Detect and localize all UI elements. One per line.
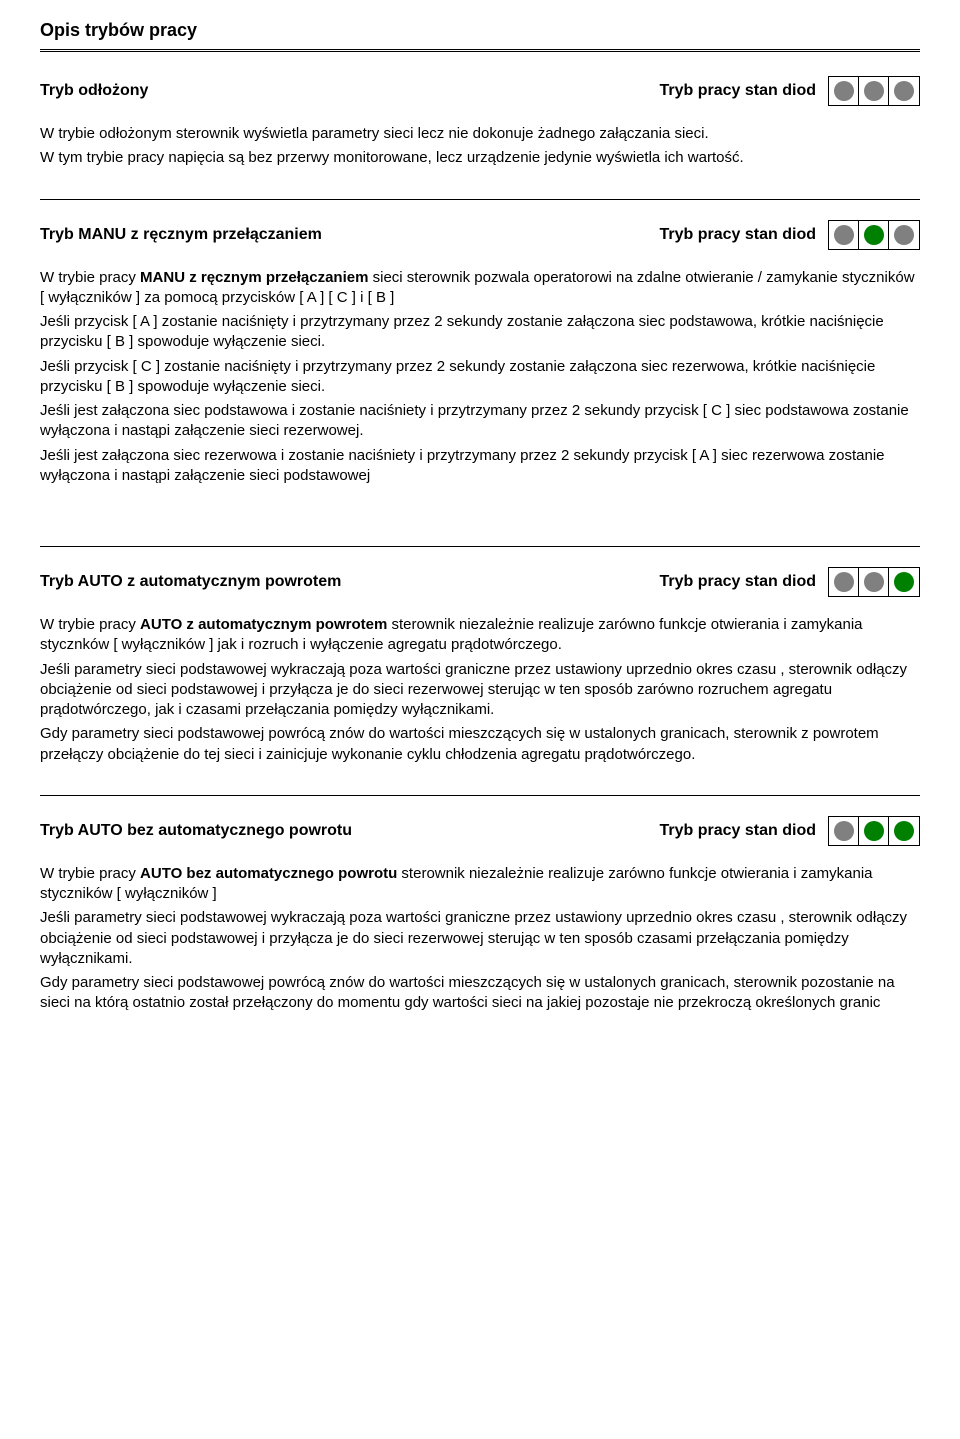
section-title: Tryb AUTO z automatycznym powrotem: [40, 573, 341, 591]
led-indicator-box: [828, 816, 920, 846]
led-2: [859, 221, 889, 249]
paragraph: W trybie pracy AUTO bez automatycznego p…: [40, 864, 920, 905]
led-1: [829, 221, 859, 249]
led-2: [859, 568, 889, 596]
section-title: Tryb odłożony: [40, 82, 148, 100]
bold-text: AUTO z automatycznym powrotem: [140, 616, 387, 633]
section-header: Tryb AUTO z automatycznym powrotem Tryb …: [40, 567, 920, 597]
led-indicator-box: [828, 76, 920, 106]
paragraph: Gdy parametry sieci podstawowej powrócą …: [40, 724, 920, 765]
status-label: Tryb pracy stan diod: [660, 82, 816, 100]
status-group: Tryb pracy stan diod: [660, 816, 920, 846]
section-tryb-auto-powrot: Tryb AUTO z automatycznym powrotem Tryb …: [40, 567, 920, 765]
title-divider: [40, 49, 920, 52]
led-1: [829, 568, 859, 596]
section-header: Tryb AUTO bez automatycznego powrotu Try…: [40, 816, 920, 846]
led-circle: [864, 572, 884, 592]
led-3: [889, 77, 919, 105]
paragraph: Jeśli jest załączona siec rezerwowa i zo…: [40, 446, 920, 487]
led-3: [889, 568, 919, 596]
led-circle: [834, 225, 854, 245]
paragraph: W tym trybie pracy napięcia są bez przer…: [40, 148, 920, 168]
led-circle: [864, 81, 884, 101]
led-indicator-box: [828, 220, 920, 250]
section-tryb-manu: Tryb MANU z ręcznym przełączaniem Tryb p…: [40, 220, 920, 487]
paragraph: Jeśli jest załączona siec podstawowa i z…: [40, 401, 920, 442]
paragraph: Jeśli przycisk [ A ] zostanie naciśnięty…: [40, 312, 920, 353]
led-circle: [834, 572, 854, 592]
led-circle: [894, 225, 914, 245]
led-circle: [894, 821, 914, 841]
page-title: Opis trybów pracy: [40, 20, 920, 41]
section-tryb-odlozony: Tryb odłożony Tryb pracy stan diod W try…: [40, 76, 920, 169]
section-title: Tryb MANU z ręcznym przełączaniem: [40, 226, 322, 244]
paragraph: W trybie pracy MANU z ręcznym przełączan…: [40, 268, 920, 309]
status-label: Tryb pracy stan diod: [660, 226, 816, 244]
led-3: [889, 817, 919, 845]
status-group: Tryb pracy stan diod: [660, 76, 920, 106]
section-header: Tryb odłożony Tryb pracy stan diod: [40, 76, 920, 106]
paragraph: Jeśli parametry sieci podstawowej wykrac…: [40, 908, 920, 969]
section-tryb-auto-bez-powrotu: Tryb AUTO bez automatycznego powrotu Try…: [40, 816, 920, 1014]
led-circle: [894, 572, 914, 592]
section-divider: [40, 199, 920, 200]
paragraph: Jeśli parametry sieci podstawowej wykrac…: [40, 660, 920, 721]
bold-text: MANU z ręcznym przełączaniem: [140, 269, 368, 286]
section-header: Tryb MANU z ręcznym przełączaniem Tryb p…: [40, 220, 920, 250]
led-2: [859, 817, 889, 845]
paragraph: W trybie odłożonym sterownik wyświetla p…: [40, 124, 920, 144]
paragraph: Jeśli przycisk [ C ] zostanie naciśnięty…: [40, 357, 920, 398]
section-divider: [40, 546, 920, 547]
status-label: Tryb pracy stan diod: [660, 822, 816, 840]
status-group: Tryb pracy stan diod: [660, 567, 920, 597]
section-title: Tryb AUTO bez automatycznego powrotu: [40, 822, 352, 840]
section-divider: [40, 795, 920, 796]
led-indicator-box: [828, 567, 920, 597]
status-label: Tryb pracy stan diod: [660, 573, 816, 591]
led-circle: [864, 225, 884, 245]
led-2: [859, 77, 889, 105]
led-3: [889, 221, 919, 249]
led-circle: [834, 81, 854, 101]
led-1: [829, 77, 859, 105]
led-circle: [864, 821, 884, 841]
led-circle: [894, 81, 914, 101]
led-1: [829, 817, 859, 845]
paragraph: W trybie pracy AUTO z automatycznym powr…: [40, 615, 920, 656]
status-group: Tryb pracy stan diod: [660, 220, 920, 250]
bold-text: AUTO bez automatycznego powrotu: [140, 865, 397, 882]
paragraph: Gdy parametry sieci podstawowej powrócą …: [40, 973, 920, 1014]
led-circle: [834, 821, 854, 841]
